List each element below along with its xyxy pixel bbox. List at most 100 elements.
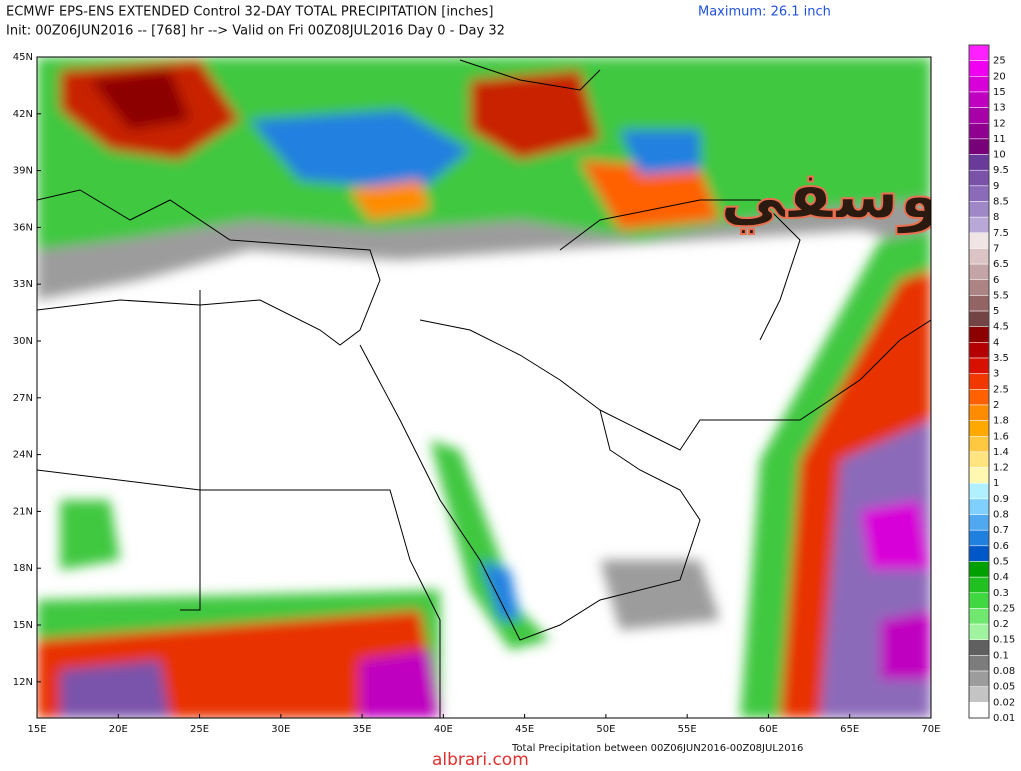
colorbar-swatch (968, 263, 990, 281)
colorbar-swatch (968, 279, 990, 296)
colorbar-swatch (968, 169, 990, 187)
lat-label: 24N (13, 450, 33, 461)
colorbar-label: 3.5 (993, 353, 1009, 364)
colorbar-label: 11 (993, 134, 1006, 145)
colorbar-swatch (968, 357, 990, 374)
colorbar-label: 5 (993, 306, 999, 317)
colorbar-swatch (968, 310, 990, 327)
colorbar-swatch (968, 545, 990, 562)
colorbar-label: 2 (993, 400, 999, 411)
colorbar-swatch (968, 123, 990, 140)
colorbar-label: 0.25 (993, 603, 1015, 614)
colorbar-swatch (968, 373, 990, 390)
lon-label: 25E (190, 724, 209, 735)
colorbar-label: 1 (993, 478, 999, 489)
site-watermark: albrari.com (432, 750, 529, 767)
colorbar-label: 0.7 (993, 525, 1009, 536)
colorbar-swatch (968, 498, 990, 515)
colorbar-label: 0.2 (993, 619, 1009, 630)
lon-label: 35E (353, 724, 372, 735)
colorbar-swatch (968, 107, 990, 124)
colorbar-label: 8.5 (993, 197, 1009, 208)
lon-label: 65E (840, 724, 859, 735)
colorbar-label: 4.5 (993, 322, 1009, 333)
colorbar-label: 0.4 (993, 572, 1009, 583)
colorbar-swatch (968, 529, 990, 547)
colorbar-swatch (968, 451, 990, 468)
title: ECMWF EPS-ENS EXTENDED Control 32-DAY TO… (6, 5, 493, 20)
colorbar-label: 1.2 (993, 463, 1009, 474)
lon-label: 60E (759, 724, 778, 735)
colorbar-swatch (968, 295, 990, 312)
colorbar-swatch (968, 326, 990, 343)
colorbar-swatch (968, 592, 990, 609)
lat-label: 42N (13, 109, 33, 120)
colorbar-swatch (968, 232, 990, 249)
lon-label: 15E (27, 724, 46, 735)
colorbar-swatch (968, 216, 990, 234)
maximum: Maximum: 26.1 inch (698, 5, 831, 20)
colorbar-label: 10 (993, 150, 1006, 161)
colorbar-label: 6 (993, 275, 999, 286)
colorbar-label: 0.15 (993, 635, 1015, 646)
colorbar-frame (968, 44, 990, 719)
colorbar-label: 1.6 (993, 431, 1009, 442)
colorbar-swatch (968, 686, 990, 703)
colorbar-swatch (968, 655, 990, 672)
lat-label: 33N (13, 279, 33, 290)
colorbar-swatch (968, 404, 990, 421)
colorbar-label: 0.3 (993, 588, 1009, 599)
colorbar-label: 2.5 (993, 384, 1009, 395)
colorbar-swatch (968, 389, 990, 406)
colorbar-label: 7.5 (993, 228, 1009, 239)
colorbar-swatch (968, 576, 990, 594)
colorbar-swatch (968, 44, 990, 61)
colorbar-label: 0.6 (993, 541, 1009, 552)
colorbar-swatch (968, 91, 990, 108)
colorbar-swatch (968, 467, 990, 484)
colorbar-swatch (968, 154, 990, 171)
colorbar-label: 15 (993, 87, 1006, 98)
colorbar-swatch (968, 76, 990, 93)
colorbar-label: 0.5 (993, 556, 1009, 567)
colorbar-label: 0.05 (993, 682, 1015, 693)
colorbar-label: 8 (993, 212, 999, 223)
lon-label: 40E (434, 724, 453, 735)
lat-label: 12N (13, 677, 33, 688)
colorbar-swatch (968, 248, 990, 265)
lat-label: 27N (13, 393, 33, 404)
colorbar-swatch (968, 623, 990, 640)
colorbar-label: 20 (993, 71, 1006, 82)
lat-label: 30N (13, 336, 33, 347)
colorbar-label: 13 (993, 103, 1006, 114)
colorbar-label: 6.5 (993, 259, 1009, 270)
colorbar-swatch (968, 608, 990, 625)
colorbar-label: 0.08 (993, 666, 1015, 677)
colorbar-label: 4 (993, 337, 999, 348)
colorbar-swatch (968, 639, 990, 656)
colorbar-label: 12 (993, 118, 1006, 129)
colorbar-label: 0.01 (993, 713, 1015, 724)
map-field: اليوسفي (37, 57, 1015, 718)
colorbar-swatch (968, 561, 990, 578)
colorbar-swatch (968, 420, 990, 437)
lat-label: 45N (13, 52, 33, 63)
colorbar-label: 0.8 (993, 510, 1009, 521)
colorbar-swatch (968, 201, 990, 218)
watermark-logo: اليوسفي (720, 157, 1015, 235)
subtitle: Init: 00Z06JUN2016 -- [768] hr --> Valid… (6, 24, 505, 39)
colorbar-label: 3 (993, 369, 999, 380)
lon-label: 30E (271, 724, 290, 735)
colorbar-swatch (968, 138, 990, 155)
colorbar-swatch (968, 185, 990, 202)
colorbar-swatch (968, 514, 990, 531)
footer: Total Precipitation between 00Z06JUN2016… (511, 743, 803, 754)
colorbar-swatch (968, 482, 990, 500)
colorbar-label: 0.9 (993, 494, 1009, 505)
lat-label: 36N (13, 222, 33, 233)
colorbar-label: 0.1 (993, 650, 1009, 661)
colorbar-swatch (968, 342, 990, 359)
lat-label: 18N (13, 563, 33, 574)
colorbar-swatch (968, 436, 990, 453)
